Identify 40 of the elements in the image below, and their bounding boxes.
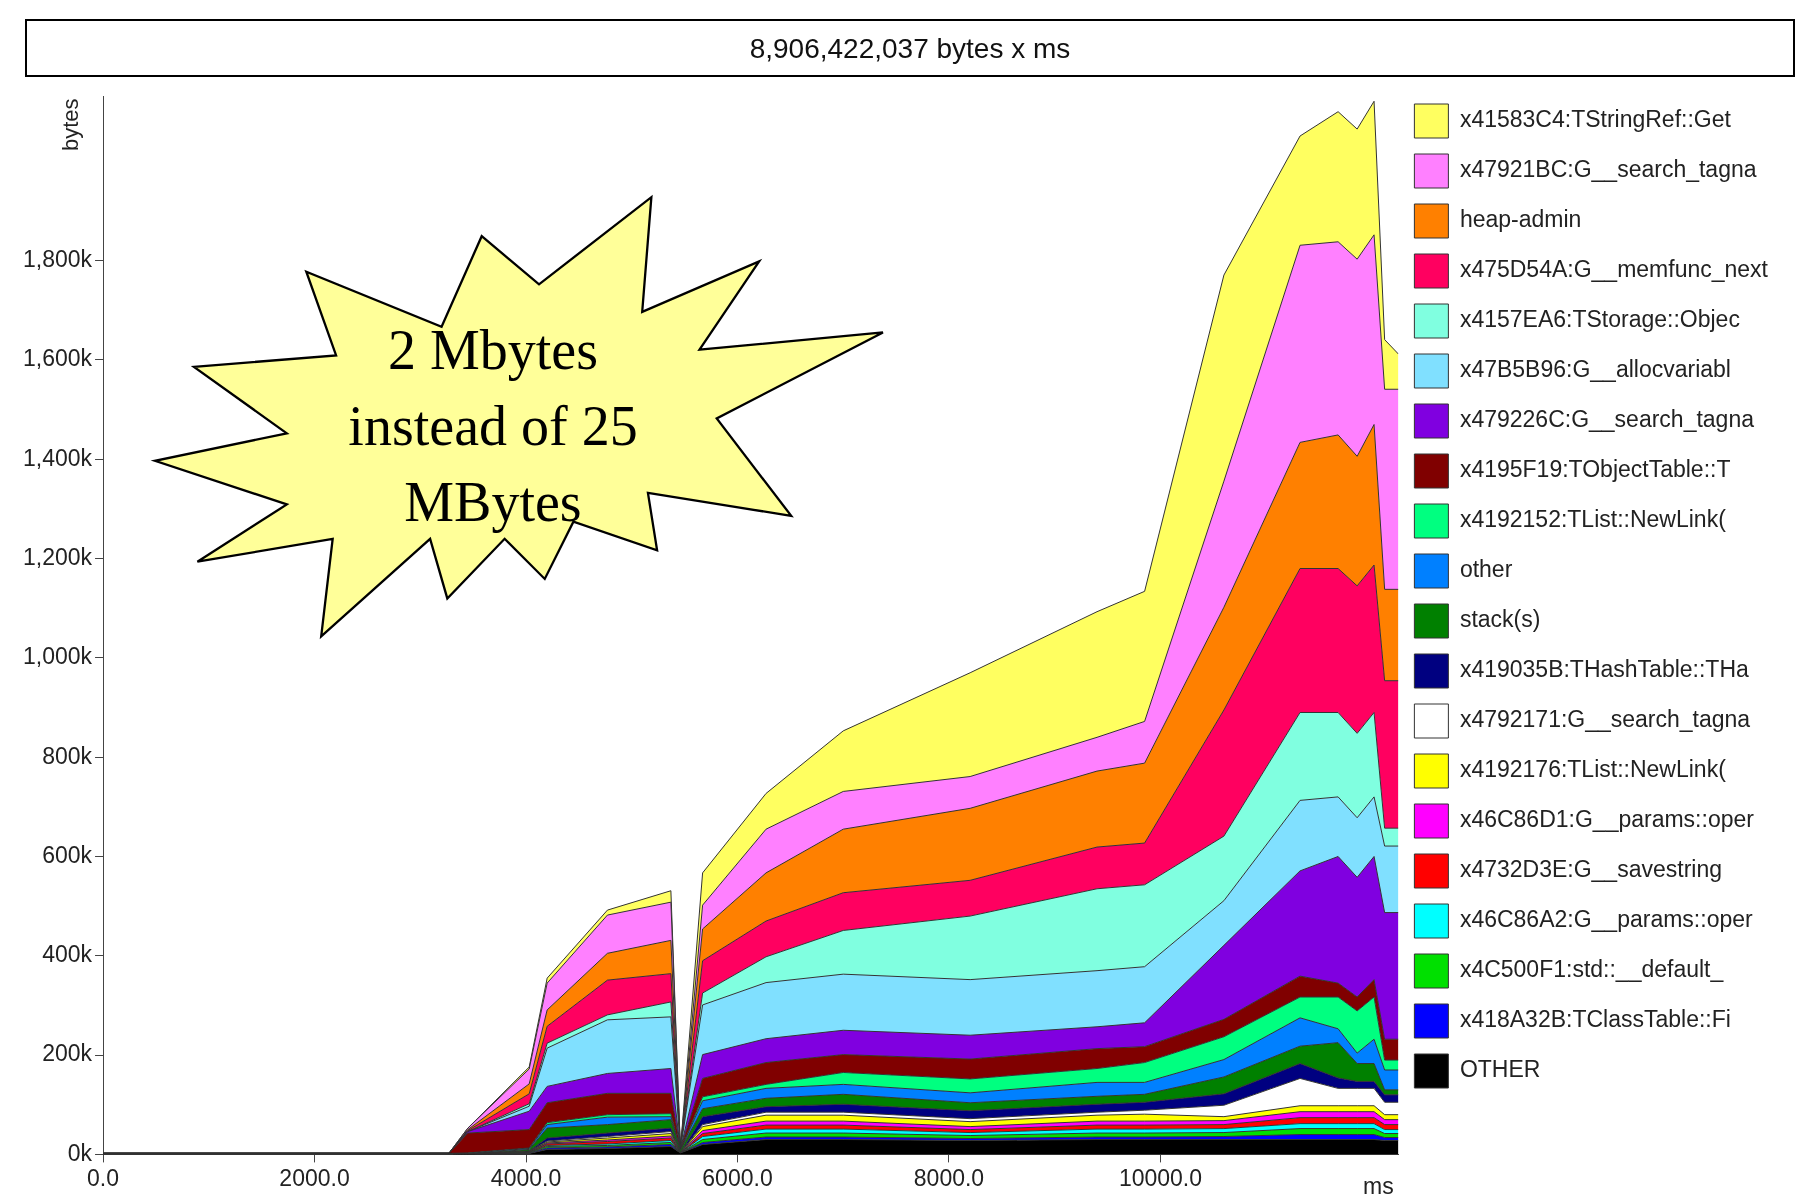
legend-label: stack(s) [1459, 606, 1541, 633]
x-tick-label: 2000.0 [279, 1164, 350, 1191]
legend-label: other [1459, 556, 1513, 583]
y-tick-label: 1,400k [22, 444, 93, 471]
x-axis-title: ms [1363, 1173, 1394, 1198]
legend-label: x47921BC:G__search_tagna [1459, 156, 1757, 183]
legend-label: x4157EA6:TStorage::Objec [1459, 306, 1740, 333]
legend-label: x47B5B96:G__allocvariabl [1459, 356, 1731, 383]
legend-label: x479226C:G__search_tagna [1459, 406, 1755, 433]
y-tick-label: 200k [42, 1040, 93, 1067]
y-tick-label: 800k [42, 742, 93, 769]
chart-title: 8,906,422,037 bytes x ms [748, 33, 1072, 65]
legend-label: x4C500F1:std::__default_ [1459, 956, 1725, 983]
y-tick-label: 1,600k [22, 345, 93, 372]
x-tick-label: 8000.0 [913, 1164, 985, 1191]
y-tick-label: 1,800k [22, 246, 93, 272]
legend-label: x4192176:TList::NewLink( [1459, 756, 1727, 783]
legend-label: x46C86D1:G__params::oper [1459, 806, 1755, 833]
annotation: 2 Mbytes instead of 25 MBytes [347, 318, 639, 535]
legend-label: x418A32B:TClassTable::Fi [1459, 1006, 1731, 1033]
y-tick-label: 600k [42, 841, 93, 868]
x-tick-label: 10000.0 [1118, 1164, 1203, 1191]
y-tick-label: 400k [42, 941, 93, 968]
x-tick-label: 4000.0 [490, 1164, 562, 1191]
y-tick-label: 1,000k [22, 643, 93, 670]
legend-label: x4195F19:TObjectTable::T [1459, 456, 1731, 483]
legend-label: x419035B:THashTable::THa [1459, 656, 1750, 683]
legend-label: OTHER [1459, 1056, 1541, 1083]
y-axis-title: bytes [58, 98, 84, 152]
legend-label: x4792171:G__search_tagna [1459, 706, 1751, 733]
y-tick-label: 0k [67, 1139, 93, 1166]
x-tick-label: 6000.0 [702, 1164, 773, 1191]
legend-label: heap-admin [1459, 206, 1582, 233]
x-tick-label: 0.0 [87, 1164, 120, 1191]
legend-label: x46C86A2:G__params::oper [1459, 906, 1753, 933]
legend-label: x4192152:TList::NewLink( [1459, 506, 1727, 533]
legend-label: x475D54A:G__memfunc_next [1459, 256, 1769, 283]
y-tick-label: 1,200k [22, 543, 93, 570]
legend-label: x4732D3E:G__savestring [1459, 856, 1722, 883]
legend-label: x41583C4:TStringRef::Get [1459, 106, 1732, 133]
